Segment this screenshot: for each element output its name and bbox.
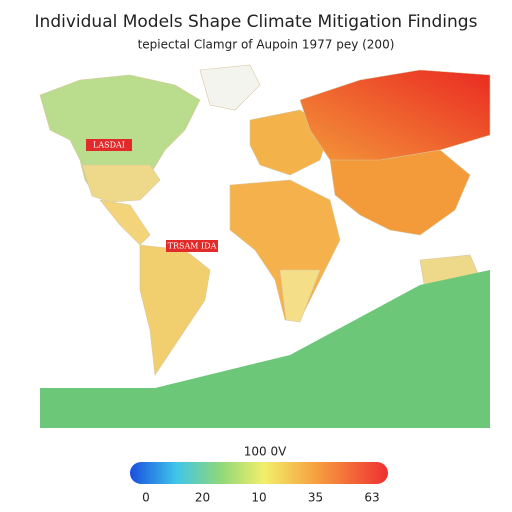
central-america [99, 199, 151, 246]
colorbar-tick-label: 0 [142, 491, 150, 505]
southern-africa [279, 269, 321, 323]
title: Individual Models Shape Climate Mitigati… [35, 12, 478, 32]
world-map [39, 64, 491, 428]
colorbar-ticks: 0 20 10 35 63 [142, 491, 379, 505]
ocean-band [40, 270, 490, 428]
colorbar-tick-label: 63 [364, 491, 379, 505]
colorbar-tick-label: 20 [195, 491, 210, 505]
colorbar-tick-label: 35 [308, 491, 323, 505]
russia [299, 69, 491, 166]
subtitle: tepiectal Clamgr of Aupoin 1977 pey (200… [138, 38, 395, 52]
south-america [139, 244, 211, 376]
colorbar-title: 100 0V [244, 445, 287, 459]
united-states [81, 164, 161, 203]
label-box [86, 139, 132, 151]
greenland [199, 64, 261, 111]
map-label: TRSAM IDA [168, 242, 217, 251]
colorbar [130, 462, 388, 484]
label-box [166, 240, 218, 252]
colorbar-tick-label: 10 [251, 491, 266, 505]
asia [329, 149, 471, 236]
map-label: LASDAI [93, 141, 125, 150]
